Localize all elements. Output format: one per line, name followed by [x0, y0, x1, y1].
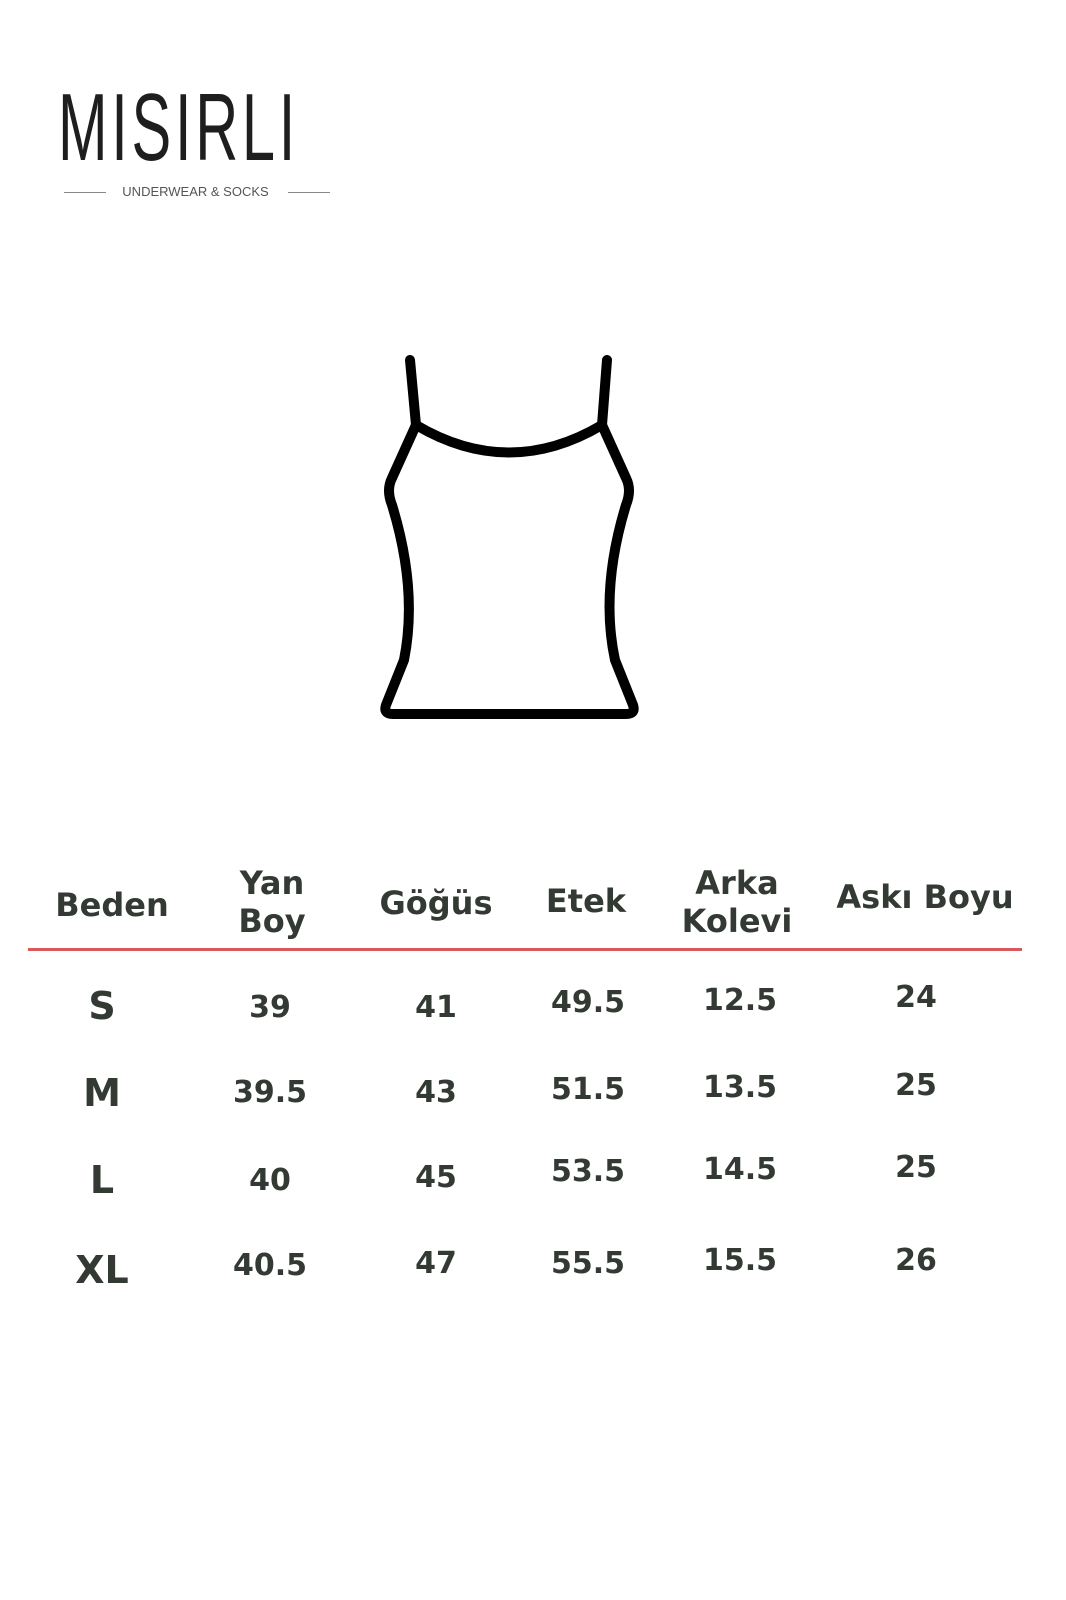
- column-header-text: Göğüs: [379, 884, 493, 922]
- column-header-text: Boy: [238, 902, 306, 940]
- divider: [288, 192, 330, 193]
- measurement-cell: 53.5: [550, 1154, 626, 1189]
- column-header: Etek: [546, 882, 626, 920]
- brand-logo: MISIRLI UNDERWEAR & SOCKS: [58, 78, 338, 208]
- measurement-cell: 51.5: [550, 1072, 626, 1107]
- measurement-cell: 12.5: [702, 983, 778, 1018]
- column-header: Askı Boyu: [836, 878, 1013, 916]
- measurement-cell: 49.5: [550, 985, 626, 1020]
- divider: [64, 192, 106, 193]
- measurement-cell: 13.5: [702, 1070, 778, 1105]
- column-header: Göğüs: [380, 884, 493, 922]
- measurement-cell: 14.5: [702, 1152, 778, 1187]
- column-header-text: Etek: [545, 882, 627, 920]
- column-header: Beden: [55, 886, 168, 924]
- measurement-cell: 39: [249, 990, 291, 1025]
- size-label: XL: [75, 1248, 129, 1292]
- measurement-cell: 25: [895, 1150, 937, 1185]
- size-label: S: [88, 984, 116, 1028]
- column-header-text: Askı Boyu: [836, 878, 1014, 916]
- tank-top-outline-icon: [380, 355, 639, 719]
- brand-tagline: UNDERWEAR & SOCKS: [122, 184, 269, 199]
- size-label: L: [89, 1158, 115, 1202]
- measurement-cell: 39.5: [232, 1075, 308, 1110]
- measurement-cell: 24: [895, 980, 937, 1015]
- header-divider: [28, 948, 1022, 951]
- measurement-cell: 40.5: [232, 1248, 308, 1283]
- measurement-cell: 40: [249, 1163, 291, 1198]
- column-header-text: Yan: [239, 864, 305, 902]
- measurement-cell: 47: [415, 1246, 457, 1281]
- column-header-text: Beden: [55, 886, 169, 924]
- measurement-cell: 45: [415, 1160, 457, 1195]
- measurement-cell: 43: [415, 1075, 457, 1110]
- brand-name: MISIRLI: [58, 74, 300, 181]
- column-header: Arka Kolevi: [682, 864, 793, 940]
- size-label: M: [83, 1071, 121, 1115]
- measurement-cell: 25: [895, 1068, 937, 1103]
- measurement-cell: 41: [415, 990, 457, 1025]
- measurement-cell: 26: [895, 1243, 937, 1278]
- column-header-text: Arka: [695, 864, 779, 902]
- measurement-cell: 55.5: [550, 1246, 626, 1281]
- column-header: Yan Boy: [238, 864, 305, 940]
- measurement-cell: 15.5: [702, 1243, 778, 1278]
- column-header-text: Kolevi: [681, 902, 793, 940]
